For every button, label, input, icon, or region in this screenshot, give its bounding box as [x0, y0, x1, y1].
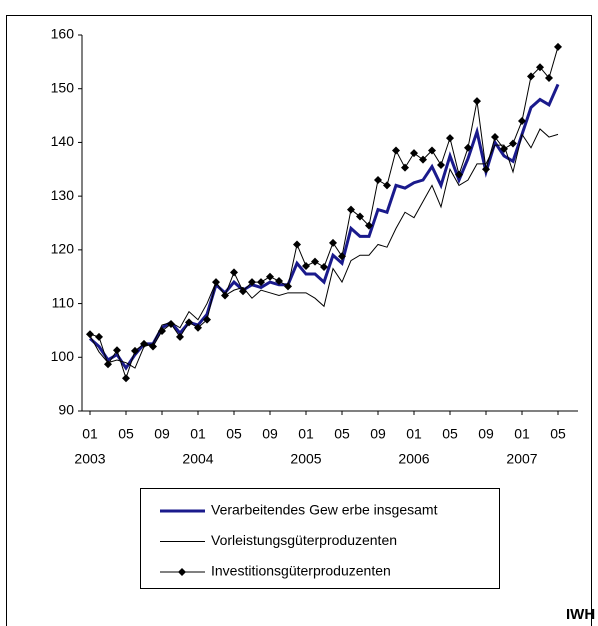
year-label: 2006 — [398, 451, 429, 467]
marker — [509, 139, 517, 148]
y-tick-label: 120 — [51, 241, 75, 257]
marker — [446, 134, 454, 143]
marker — [86, 330, 94, 339]
marker — [455, 170, 463, 179]
x-tick-label: 05 — [550, 426, 566, 442]
x-tick-label: 05 — [334, 426, 350, 442]
x-tick-label: 01 — [298, 426, 314, 442]
x-tick-label: 09 — [262, 426, 278, 442]
source-label: IWH — [566, 606, 595, 623]
marker — [554, 42, 562, 51]
legend-marker — [178, 568, 186, 576]
y-tick-label: 160 — [51, 26, 75, 42]
marker — [347, 205, 355, 214]
marker — [482, 165, 490, 174]
marker — [392, 146, 400, 155]
y-tick-label: 150 — [51, 79, 75, 95]
marker — [293, 240, 301, 249]
legend-label: Verarbeitendes Gew erbe insgesamt — [211, 502, 438, 518]
marker — [419, 155, 427, 164]
marker — [221, 291, 229, 300]
marker — [338, 252, 346, 261]
x-tick-label: 09 — [478, 426, 494, 442]
marker — [95, 332, 103, 341]
marker — [401, 163, 409, 172]
x-tick-label: 01 — [514, 426, 530, 442]
marker — [410, 149, 418, 158]
marker — [527, 72, 535, 81]
marker — [266, 272, 274, 281]
marker — [356, 212, 364, 221]
marker — [320, 263, 328, 272]
marker — [473, 97, 481, 106]
x-tick-label: 01 — [406, 426, 422, 442]
marker — [374, 176, 382, 185]
x-tick-label: 09 — [154, 426, 170, 442]
y-tick-label: 140 — [51, 133, 75, 149]
x-tick-label: 09 — [370, 426, 386, 442]
marker — [113, 346, 121, 355]
marker — [545, 73, 553, 82]
year-label: 2007 — [506, 451, 537, 467]
marker — [437, 160, 445, 169]
legend-label: Investitionsgüterproduzenten — [211, 563, 391, 579]
marker — [428, 146, 436, 155]
y-tick-label: 100 — [51, 348, 75, 364]
chart-frame — [6, 15, 592, 626]
marker — [383, 181, 391, 190]
marker — [212, 278, 220, 287]
year-label: 2005 — [290, 451, 321, 467]
y-tick-label: 90 — [58, 402, 74, 418]
marker — [158, 326, 166, 335]
marker — [275, 277, 283, 286]
marker — [176, 332, 184, 341]
marker — [464, 143, 472, 152]
marker — [185, 318, 193, 327]
y-tick-label: 130 — [51, 187, 75, 203]
marker — [131, 346, 139, 355]
marker — [194, 323, 202, 332]
x-tick-label: 05 — [118, 426, 134, 442]
marker — [311, 257, 319, 266]
marker — [230, 268, 238, 277]
marker — [536, 63, 544, 72]
marker — [500, 144, 508, 153]
legend-label: Vorleistungsgüterproduzenten — [211, 532, 397, 548]
marker — [122, 374, 130, 383]
marker — [239, 287, 247, 296]
y-tick-label: 110 — [52, 294, 75, 310]
marker — [284, 282, 292, 291]
marker — [140, 339, 148, 348]
year-label: 2004 — [182, 451, 213, 467]
marker — [203, 315, 211, 324]
marker — [257, 278, 265, 287]
legend-box — [140, 488, 500, 589]
marker — [302, 261, 310, 270]
marker — [149, 342, 157, 351]
marker — [104, 360, 112, 369]
marker — [248, 278, 256, 287]
marker — [491, 133, 499, 142]
marker — [167, 319, 175, 328]
x-tick-label: 05 — [442, 426, 458, 442]
year-label: 2003 — [74, 451, 105, 467]
x-tick-label: 01 — [190, 426, 206, 442]
marker — [518, 116, 526, 125]
marker — [365, 221, 373, 230]
series-line — [88, 83, 560, 371]
x-tick-label: 01 — [82, 426, 98, 442]
marker — [329, 238, 337, 247]
x-tick-label: 05 — [226, 426, 242, 442]
